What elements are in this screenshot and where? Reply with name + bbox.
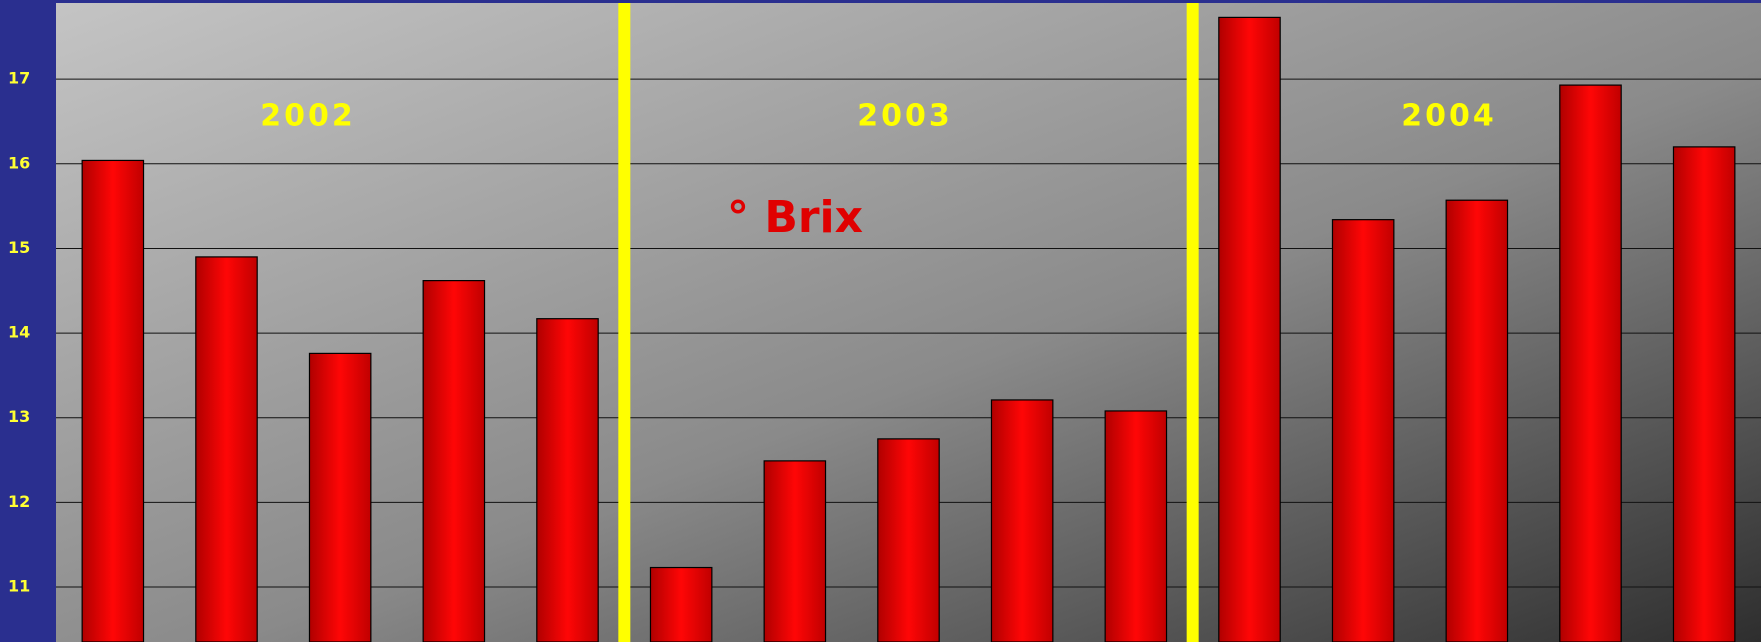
unit-label: ° Brix xyxy=(727,192,863,243)
bar xyxy=(422,280,486,642)
bar xyxy=(1104,410,1168,642)
y-tick-label: 16 xyxy=(8,153,30,172)
bar xyxy=(1672,146,1736,642)
bar xyxy=(536,318,599,642)
y-tick-label: 13 xyxy=(8,407,30,426)
bar xyxy=(877,438,940,642)
bar xyxy=(1218,16,1281,642)
bar xyxy=(308,352,372,642)
y-tick-label: 11 xyxy=(8,576,30,595)
y-tick-label: 14 xyxy=(8,323,30,342)
year-label: 2004 xyxy=(1401,99,1497,134)
bar xyxy=(1445,199,1509,642)
bar xyxy=(990,399,1054,642)
bar xyxy=(763,460,827,642)
bar xyxy=(81,159,145,642)
year-divider xyxy=(1186,3,1199,642)
y-tick-label: 17 xyxy=(8,69,30,88)
year-divider xyxy=(618,3,631,642)
year-label: 2002 xyxy=(260,99,356,134)
y-tick-label: 15 xyxy=(8,238,30,257)
bar xyxy=(1331,219,1395,642)
year-label: 2003 xyxy=(857,99,953,134)
bar xyxy=(1559,84,1622,642)
bar xyxy=(195,256,258,642)
y-tick-label: 12 xyxy=(8,492,30,511)
bar xyxy=(649,566,713,642)
